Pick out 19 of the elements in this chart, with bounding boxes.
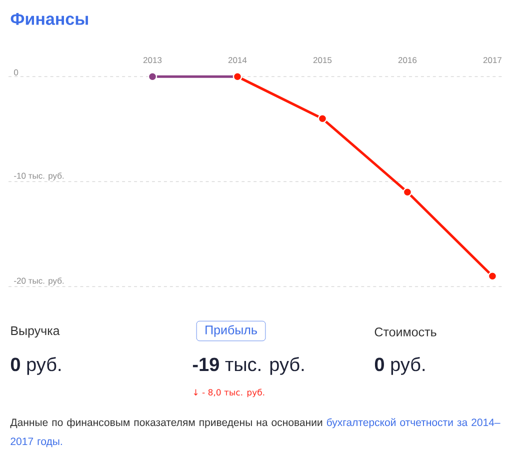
text: 2017 годы. [10,438,62,448]
x-tick-label: 2017 [483,57,502,64]
x-tick-label: 2013 [143,57,162,64]
text: 0 руб. [374,357,425,375]
text: Стоимость [374,328,436,336]
x-tick-label: 2014 [228,57,247,64]
y-tick-label: -10 тыс. руб. [14,172,64,180]
text: Прибыль [206,325,257,337]
chart-title: Финансы [10,13,88,25]
y-tick-label: 0 [14,69,18,76]
text: Данные по финансовым показателям приведены на основании [10,418,322,428]
x-tick-label: 2016 [398,57,417,64]
text: -19 тыс. руб. [192,357,304,375]
text: ↓ - 8,0 тыс. руб. [194,388,264,398]
x-tick-label: 2015 [313,57,332,64]
text: 0 руб. [10,357,61,375]
text: бухгалтерской отчетности за 2014– [326,418,500,428]
y-tick-label: -20 тыс. руб. [14,277,64,286]
text: Выручка [11,326,60,338]
